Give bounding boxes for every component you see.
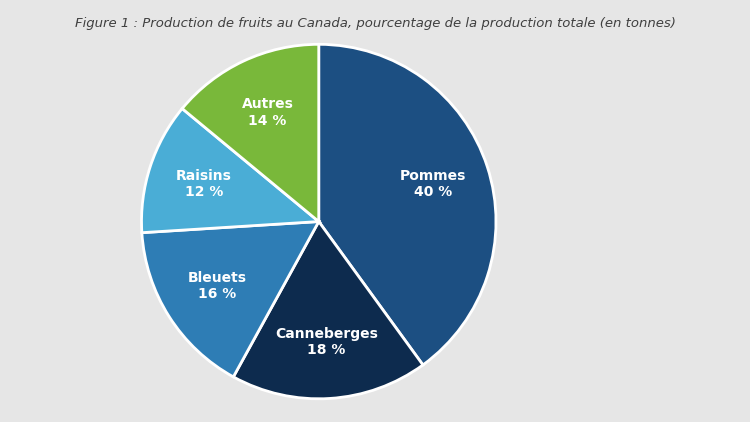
Text: Canneberges
18 %: Canneberges 18 % — [275, 327, 378, 357]
Text: Pommes
40 %: Pommes 40 % — [400, 169, 466, 200]
Wedge shape — [182, 44, 319, 222]
Text: Raisins
12 %: Raisins 12 % — [176, 169, 232, 200]
Wedge shape — [319, 44, 496, 365]
Text: Autres
14 %: Autres 14 % — [242, 97, 293, 127]
Wedge shape — [142, 222, 319, 377]
Wedge shape — [142, 108, 319, 233]
Wedge shape — [233, 222, 423, 399]
Text: Figure 1 : Production de fruits au Canada, pourcentage de la production totale (: Figure 1 : Production de fruits au Canad… — [74, 17, 676, 30]
Text: Bleuets
16 %: Bleuets 16 % — [188, 271, 247, 301]
